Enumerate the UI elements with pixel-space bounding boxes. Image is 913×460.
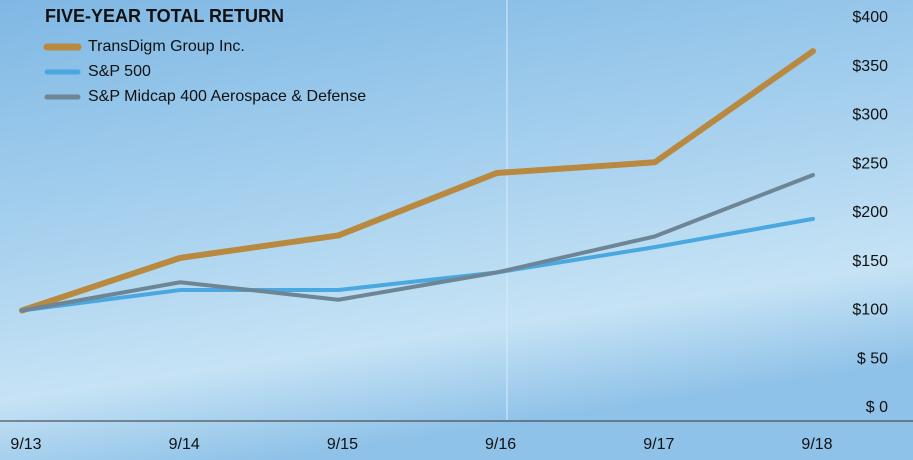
series-line bbox=[20, 216, 815, 313]
x-tick-label: 9/18 bbox=[801, 436, 832, 453]
x-tick-label: 9/16 bbox=[485, 436, 516, 453]
x-tick-label: 9/17 bbox=[643, 436, 674, 453]
series-line bbox=[20, 172, 815, 313]
y-tick-label: $ 50 bbox=[857, 350, 888, 367]
y-tick-label: $100 bbox=[852, 302, 888, 319]
legend-label: S&P Midcap 400 Aerospace & Defense bbox=[88, 88, 366, 105]
y-tick-label: $250 bbox=[852, 155, 888, 172]
series-line bbox=[19, 48, 816, 314]
y-tick-label: $400 bbox=[852, 9, 888, 26]
y-tick-label: $150 bbox=[852, 253, 888, 270]
x-tick-label: 9/14 bbox=[169, 436, 200, 453]
chart-title: FIVE-YEAR TOTAL RETURN bbox=[45, 6, 284, 26]
legend-label: TransDigm Group Inc. bbox=[88, 38, 245, 55]
legend-label: S&P 500 bbox=[88, 63, 151, 80]
x-tick-label: 9/15 bbox=[327, 436, 358, 453]
y-tick-label: $200 bbox=[852, 204, 888, 221]
y-tick-label: $ 0 bbox=[866, 399, 888, 416]
y-tick-label: $300 bbox=[852, 107, 888, 124]
y-tick-label: $350 bbox=[852, 58, 888, 75]
x-tick-label: 9/13 bbox=[10, 436, 41, 453]
